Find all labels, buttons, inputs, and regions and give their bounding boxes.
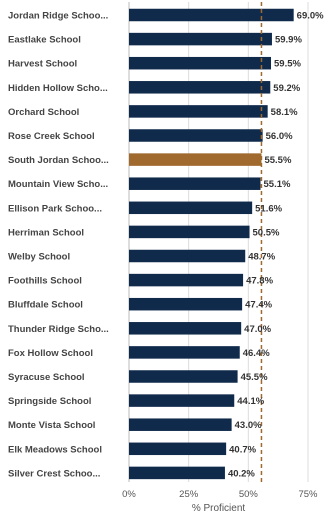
category-label: Eastlake School: [8, 35, 81, 46]
bars: [129, 8, 294, 480]
bar: [129, 225, 250, 239]
category-label: Harvest School: [8, 59, 77, 70]
bar: [129, 81, 271, 94]
bar: [129, 201, 253, 215]
bar-highlighted: [129, 153, 262, 166]
x-axis: 0% 25% 50% 75%: [122, 489, 318, 500]
value-label: 55.5%: [264, 155, 291, 166]
x-tick-label: 0%: [122, 489, 136, 500]
value-label: 51.6%: [255, 203, 282, 214]
bar: [129, 442, 227, 456]
value-label: 59.9%: [275, 35, 302, 46]
category-label: South Jordan Schoo...: [8, 155, 109, 166]
value-labels: 69.0% 59.9% 59.5% 59.2% 58.1% 56.0% 55.5% 55.1%…: [228, 11, 324, 480]
x-axis-title: % Proficient: [192, 503, 246, 514]
category-label: Elk Meadows School: [8, 444, 102, 455]
x-tick-label: 25%: [179, 489, 199, 500]
grid-lines: [128, 2, 309, 482]
category-label: Silver Crest Schoo...: [8, 468, 100, 479]
category-label: Mountain View Scho...: [8, 179, 108, 190]
value-label: 40.7%: [229, 444, 256, 455]
bar: [129, 370, 238, 383]
bar: [129, 8, 294, 22]
value-label: 45.5%: [241, 372, 268, 383]
category-label: Thunder Ridge Scho...: [8, 324, 109, 335]
bar: [129, 394, 235, 407]
value-label: 55.1%: [264, 179, 291, 190]
value-label: 44.1%: [237, 396, 264, 407]
category-label: Springside School: [8, 396, 91, 407]
bar: [129, 56, 272, 70]
category-label: Monte Vista School: [8, 420, 95, 431]
category-label: Welby School: [8, 252, 70, 263]
value-label: 47.0%: [244, 324, 271, 335]
value-label: 40.2%: [228, 468, 255, 479]
bar: [129, 466, 225, 480]
category-label: Ellison Park Schoo...: [8, 203, 102, 214]
category-label: Jordan Ridge Schoo...: [8, 11, 108, 22]
bar: [129, 129, 263, 142]
category-label: Rose Creek School: [8, 131, 95, 142]
value-label: 56.0%: [266, 131, 293, 142]
bar: [129, 297, 243, 311]
category-label: Hidden Hollow Scho...: [8, 83, 108, 94]
bar: [129, 273, 244, 287]
bar: [129, 322, 242, 335]
category-label: Bluffdale School: [8, 300, 83, 311]
bar: [129, 346, 240, 359]
value-label: 59.2%: [273, 83, 300, 94]
value-label: 48.7%: [248, 252, 275, 263]
category-label: Foothills School: [8, 276, 82, 287]
bar: [129, 177, 261, 190]
value-label: 47.4%: [245, 300, 272, 311]
value-label: 47.8%: [246, 276, 273, 287]
category-label: Orchard School: [8, 107, 79, 118]
value-label: 43.0%: [235, 420, 262, 431]
category-label: Syracuse School: [8, 372, 85, 383]
category-label: Herriman School: [8, 227, 84, 238]
category-label: Fox Hollow School: [8, 348, 93, 359]
x-tick-label: 75%: [298, 489, 318, 500]
value-label: 46.4%: [243, 348, 270, 359]
value-label: 50.5%: [253, 227, 280, 238]
value-label: 58.1%: [271, 107, 298, 118]
value-label: 59.5%: [274, 59, 301, 70]
bar: [129, 105, 268, 118]
category-labels: Jordan Ridge Schoo... Eastlake School Harv…: [8, 11, 109, 480]
x-tick-label: 50%: [239, 489, 259, 500]
value-label: 69.0%: [297, 11, 324, 22]
bar: [129, 32, 272, 46]
bar: [129, 249, 246, 263]
bar: [129, 418, 232, 431]
